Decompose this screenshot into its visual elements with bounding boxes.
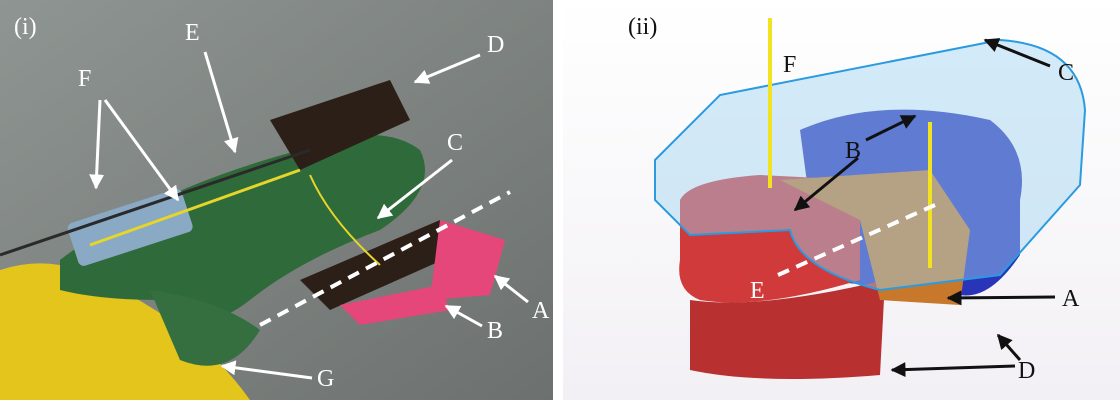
photo-panel: (i) F E D C A B G <box>0 0 553 400</box>
callout: F <box>783 52 796 78</box>
render-panel: (ii) F C B E A D <box>563 0 1120 400</box>
orange-core <box>780 170 970 305</box>
finger <box>60 135 425 320</box>
callout: A <box>532 298 550 324</box>
callout: B <box>487 318 503 344</box>
callout: E <box>185 20 200 46</box>
callout: D <box>487 32 504 58</box>
arrows <box>89 51 529 380</box>
panel-label: (i) <box>14 14 37 40</box>
actuator-d <box>270 80 410 170</box>
thumb <box>150 290 260 366</box>
actuator-lower <box>300 220 465 310</box>
callout: C <box>447 130 463 156</box>
tendon-c <box>309 174 381 266</box>
tendon <box>89 168 301 247</box>
section-line <box>259 190 511 327</box>
cable <box>0 148 311 257</box>
red-base <box>690 280 885 379</box>
red-part <box>679 175 860 303</box>
clear-shell <box>654 38 1087 292</box>
arrows <box>793 38 1056 378</box>
pad-b <box>340 285 450 325</box>
callout: B <box>845 138 861 164</box>
slider-f <box>67 189 193 266</box>
callout: G <box>317 366 334 392</box>
callout: A <box>1062 286 1080 312</box>
callout: E <box>750 278 765 304</box>
section-line <box>777 203 936 277</box>
pad-a <box>430 220 505 300</box>
callout: C <box>1058 60 1074 86</box>
callout: D <box>1018 358 1035 384</box>
glove <box>0 263 250 400</box>
callout: F <box>78 66 91 92</box>
panel-label: (ii) <box>628 14 657 40</box>
